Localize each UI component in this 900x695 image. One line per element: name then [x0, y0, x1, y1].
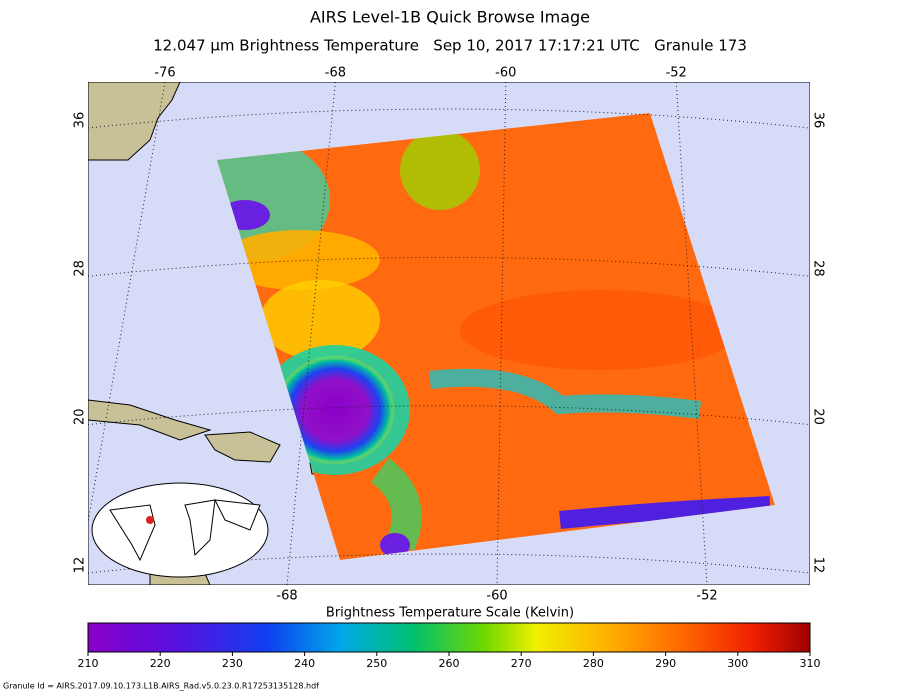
footer: Granule Id = AIRS.2017.09.10.173.L1B.AIR… — [3, 682, 319, 691]
lat-label: 12 — [73, 557, 88, 574]
map — [88, 82, 810, 585]
land-hispaniola — [204, 431, 281, 463]
lat-label: 28 — [811, 260, 826, 277]
colorbar-tick-label: 210 — [78, 657, 99, 670]
lat-label: 12 — [811, 557, 826, 574]
lat-label: 36 — [73, 112, 88, 129]
colorbar-ticks: 210 220 230 240 250 260 270 280 290 300 310 — [78, 652, 821, 670]
subtitle: 12.047 μm Brightness Temperature Sep 10,… — [153, 37, 747, 55]
lat-label: 36 — [811, 112, 826, 129]
colorbar-tick-label: 290 — [655, 657, 676, 670]
land-us — [88, 82, 181, 161]
colorbar-tick-label: 300 — [727, 657, 748, 670]
colorbar-tick-label: 260 — [439, 657, 460, 670]
colorbar-tick-label: 310 — [800, 657, 821, 670]
colorbar-tick-label: 230 — [222, 657, 243, 670]
map-labels: -76 -68 -60 -52 -68 -60 -52 36 28 20 12 36 28 20 12 — [73, 66, 826, 604]
lon-label: -68 — [325, 66, 346, 81]
land-cuba — [88, 399, 212, 441]
colorbar-tick-label: 280 — [583, 657, 604, 670]
parallel — [88, 553, 810, 574]
parallel — [88, 108, 810, 129]
lon-label: -60 — [495, 66, 516, 81]
colorbar — [87, 622, 811, 653]
lon-label: -76 — [154, 66, 175, 81]
lon-label: -52 — [666, 66, 687, 81]
graticule — [88, 82, 810, 585]
colorbar-tick-label: 250 — [366, 657, 387, 670]
lon-label: -68 — [276, 589, 297, 604]
meridian — [286, 82, 336, 585]
lat-label: 20 — [73, 408, 88, 425]
inset-globe — [91, 482, 269, 578]
parallel — [88, 256, 810, 277]
colorbar-tick-label: 220 — [150, 657, 171, 670]
colorbar-tick-label: 270 — [511, 657, 532, 670]
colorbar-tick-label: 240 — [294, 657, 315, 670]
colorbar-title: Brightness Temperature Scale (Kelvin) — [326, 606, 574, 621]
lon-label: -52 — [696, 589, 717, 604]
lon-label: -60 — [486, 589, 507, 604]
lat-label: 28 — [73, 260, 88, 277]
title: AIRS Level-1B Quick Browse Image — [310, 8, 590, 27]
parallel — [88, 405, 810, 426]
lat-label: 20 — [811, 408, 826, 425]
